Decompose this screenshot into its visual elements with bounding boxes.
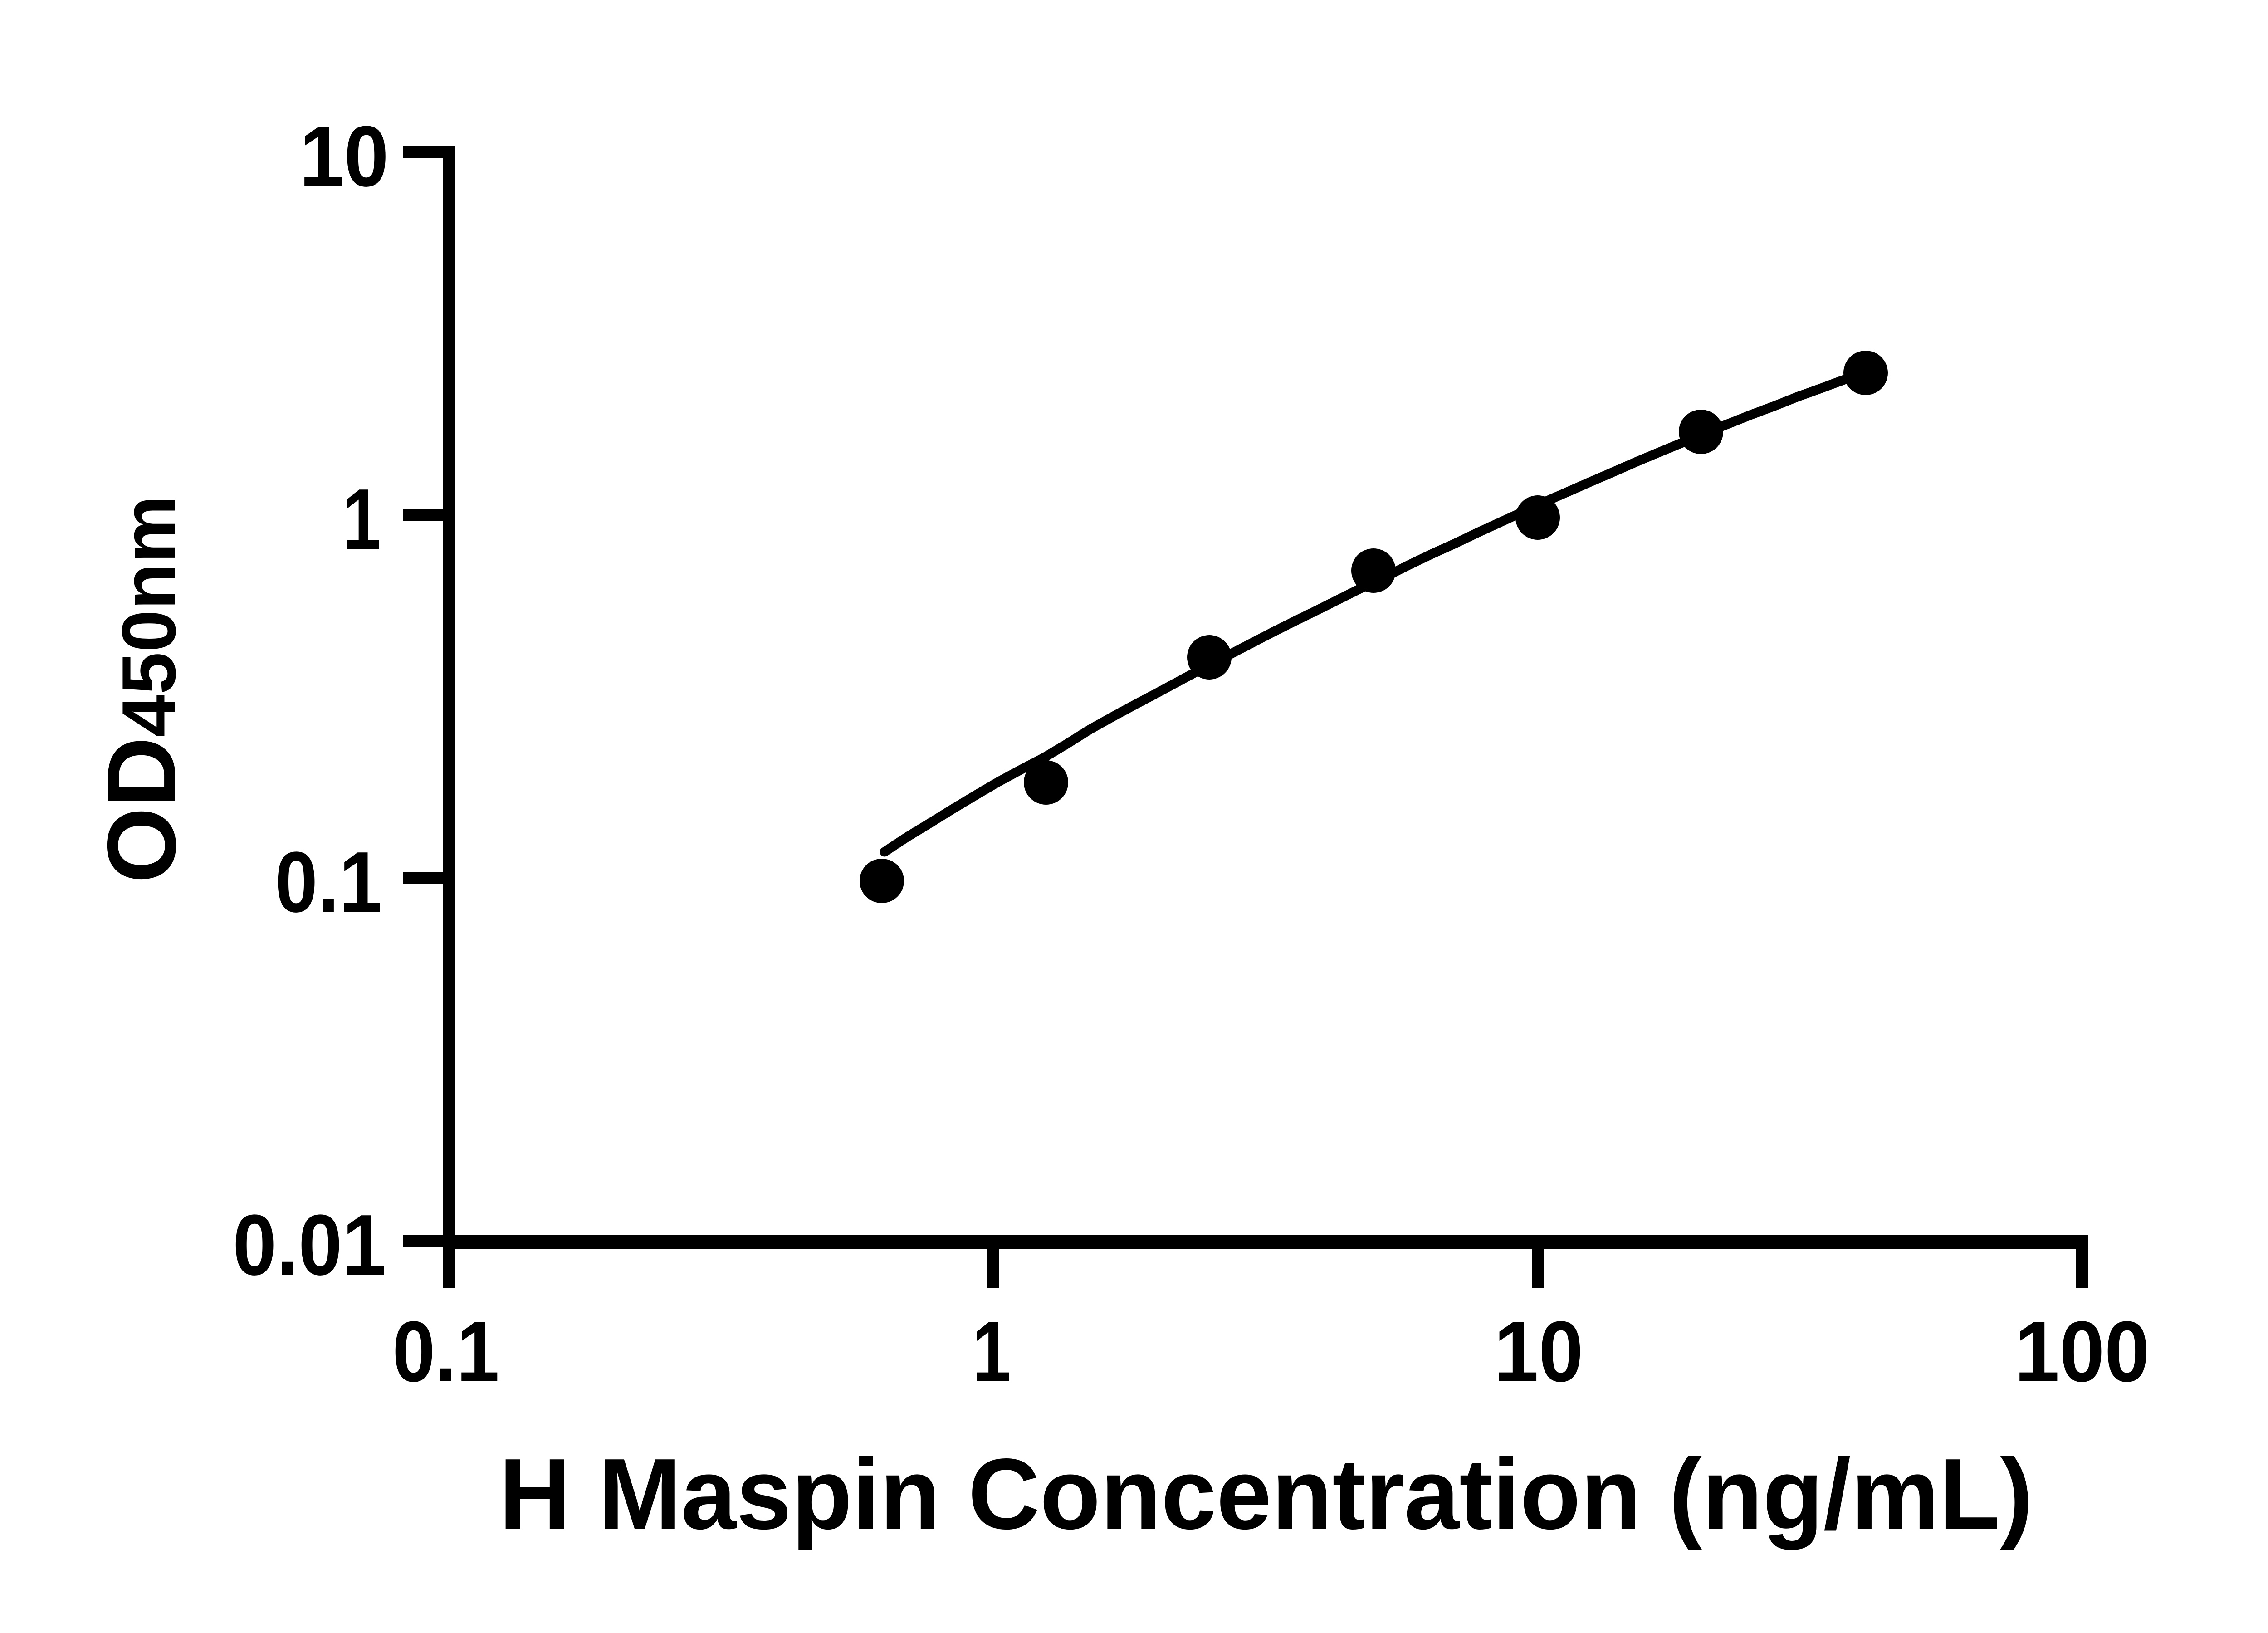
svg-text:0.1: 0.1 xyxy=(392,1304,499,1400)
svg-text:10: 10 xyxy=(299,108,389,205)
svg-text:10: 10 xyxy=(1494,1304,1584,1400)
svg-text:100: 100 xyxy=(2014,1304,2150,1400)
svg-text:0.1: 0.1 xyxy=(275,834,382,930)
svg-text:H Maspin Concentration (ng/mL): H Maspin Concentration (ng/mL) xyxy=(499,1438,2033,1550)
svg-text:1: 1 xyxy=(973,1304,1011,1400)
svg-text:1: 1 xyxy=(342,471,381,567)
svg-text:0.01: 0.01 xyxy=(233,1197,386,1293)
